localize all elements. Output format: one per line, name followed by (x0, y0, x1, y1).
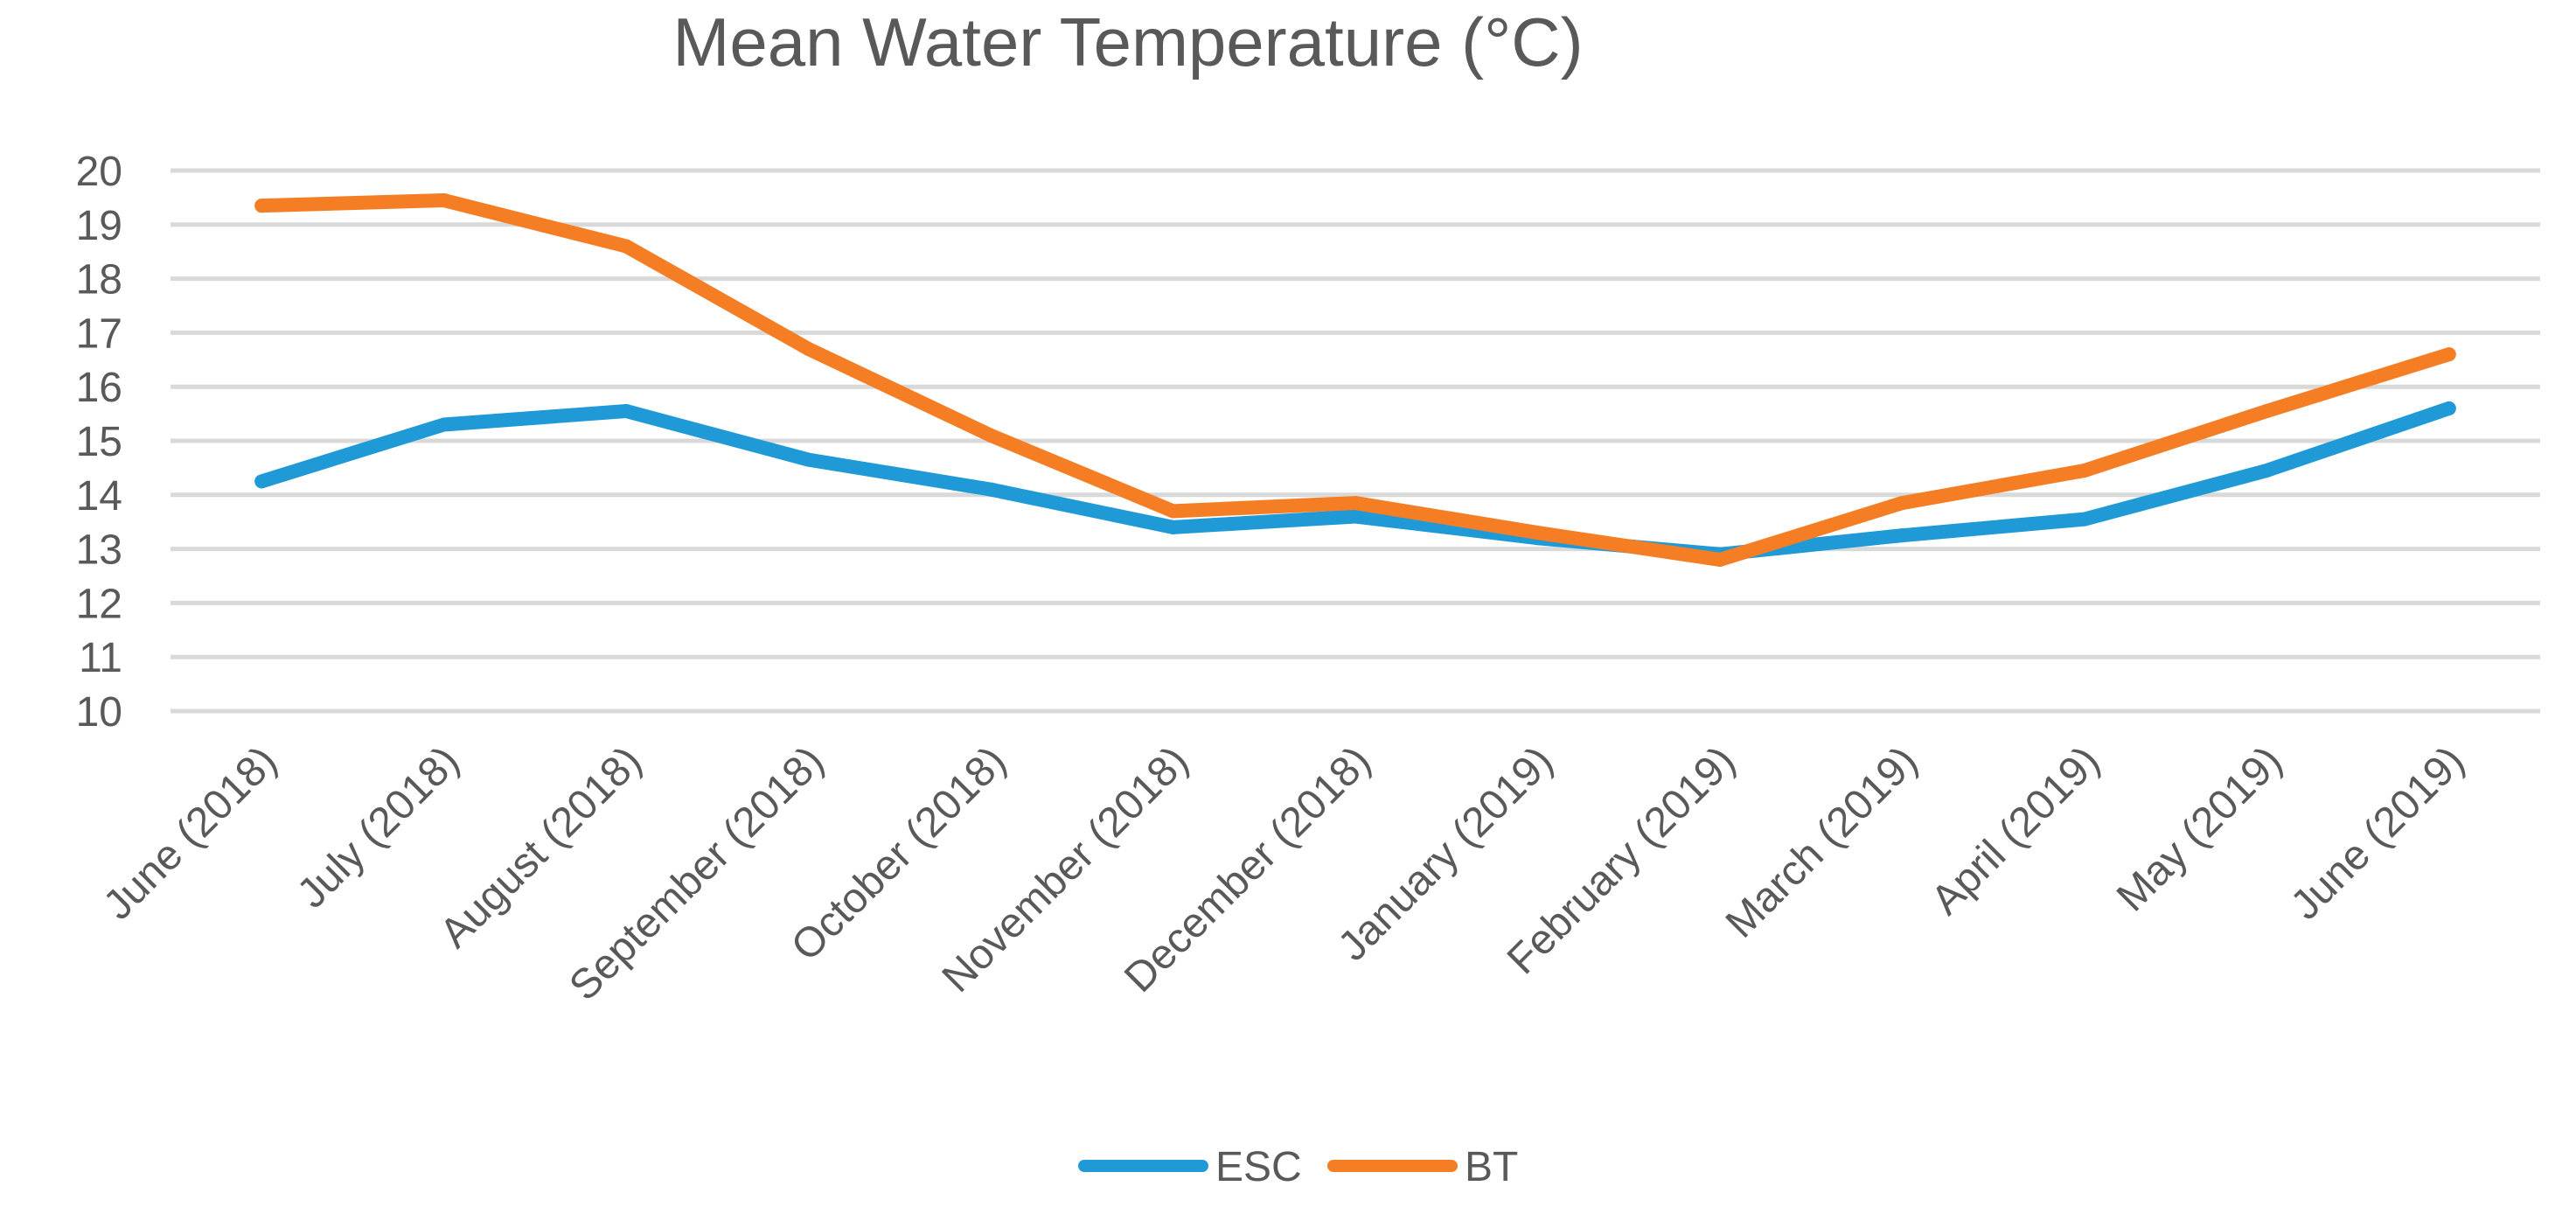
legend-item-bt[interactable]: BT (1327, 1144, 1518, 1190)
x-tick-label: March (2019) (1717, 737, 1926, 946)
data-point-esc (801, 452, 816, 467)
data-point-esc (619, 404, 634, 419)
data-point-bt (1348, 496, 1362, 511)
gridlines (171, 168, 2540, 714)
data-point-bt (1895, 496, 1910, 511)
data-point-esc (2077, 512, 2092, 527)
data-point-bt (2077, 463, 2092, 478)
data-point-bt (1530, 526, 1545, 541)
x-tick-label: July (2018) (289, 737, 468, 917)
data-point-esc (1895, 528, 1910, 543)
data-point-bt (2259, 404, 2274, 419)
data-point-esc (984, 482, 999, 497)
x-tick-label: June (2019) (2282, 737, 2474, 929)
data-point-bt (254, 199, 269, 213)
chart-title: Mean Water Temperature (°C) (672, 3, 1583, 80)
x-tick-label: April (2019) (1923, 737, 2109, 924)
y-tick-label: 19 (76, 203, 122, 249)
x-tick-label: May (2019) (2108, 737, 2291, 920)
x-axis-ticks: June (2018) July (2018)August (2018)Septe… (94, 737, 2473, 1009)
data-point-esc (1348, 509, 1362, 524)
data-point-esc (254, 474, 269, 489)
legend[interactable]: ESC BT (1078, 1144, 1518, 1190)
y-tick-label: 14 (76, 473, 122, 520)
legend-label-bt: BT (1465, 1144, 1518, 1190)
y-tick-label: 13 (76, 527, 122, 574)
y-tick-label: 11 (79, 635, 122, 681)
y-tick-label: 18 (76, 257, 122, 303)
data-point-esc (2259, 463, 2274, 478)
series-line-esc (254, 401, 2456, 562)
data-point-bt (801, 341, 816, 356)
data-point-bt (436, 192, 451, 207)
y-tick-label: 20 (76, 149, 122, 195)
data-point-bt (1166, 504, 1180, 519)
y-tick-label: 12 (76, 581, 122, 627)
legend-item-esc[interactable]: ESC (1078, 1144, 1302, 1190)
y-tick-label: 16 (76, 365, 122, 411)
series-lines (254, 192, 2456, 567)
data-point-esc (1166, 520, 1180, 534)
y-axis-ticks: 10 11 12 13 14 15 16 17 18 19 20 (76, 149, 122, 736)
data-point-bt (619, 239, 634, 254)
data-point-bt (1712, 552, 1727, 567)
y-tick-label: 17 (76, 310, 122, 357)
data-point-bt (984, 428, 999, 443)
data-point-esc (2441, 401, 2456, 415)
y-tick-label: 10 (76, 689, 122, 736)
data-point-esc (436, 417, 451, 432)
data-point-bt (2441, 347, 2456, 362)
legend-label-esc: ESC (1215, 1144, 1302, 1190)
y-tick-label: 15 (76, 419, 122, 465)
x-tick-label: June (2018) (94, 737, 286, 929)
